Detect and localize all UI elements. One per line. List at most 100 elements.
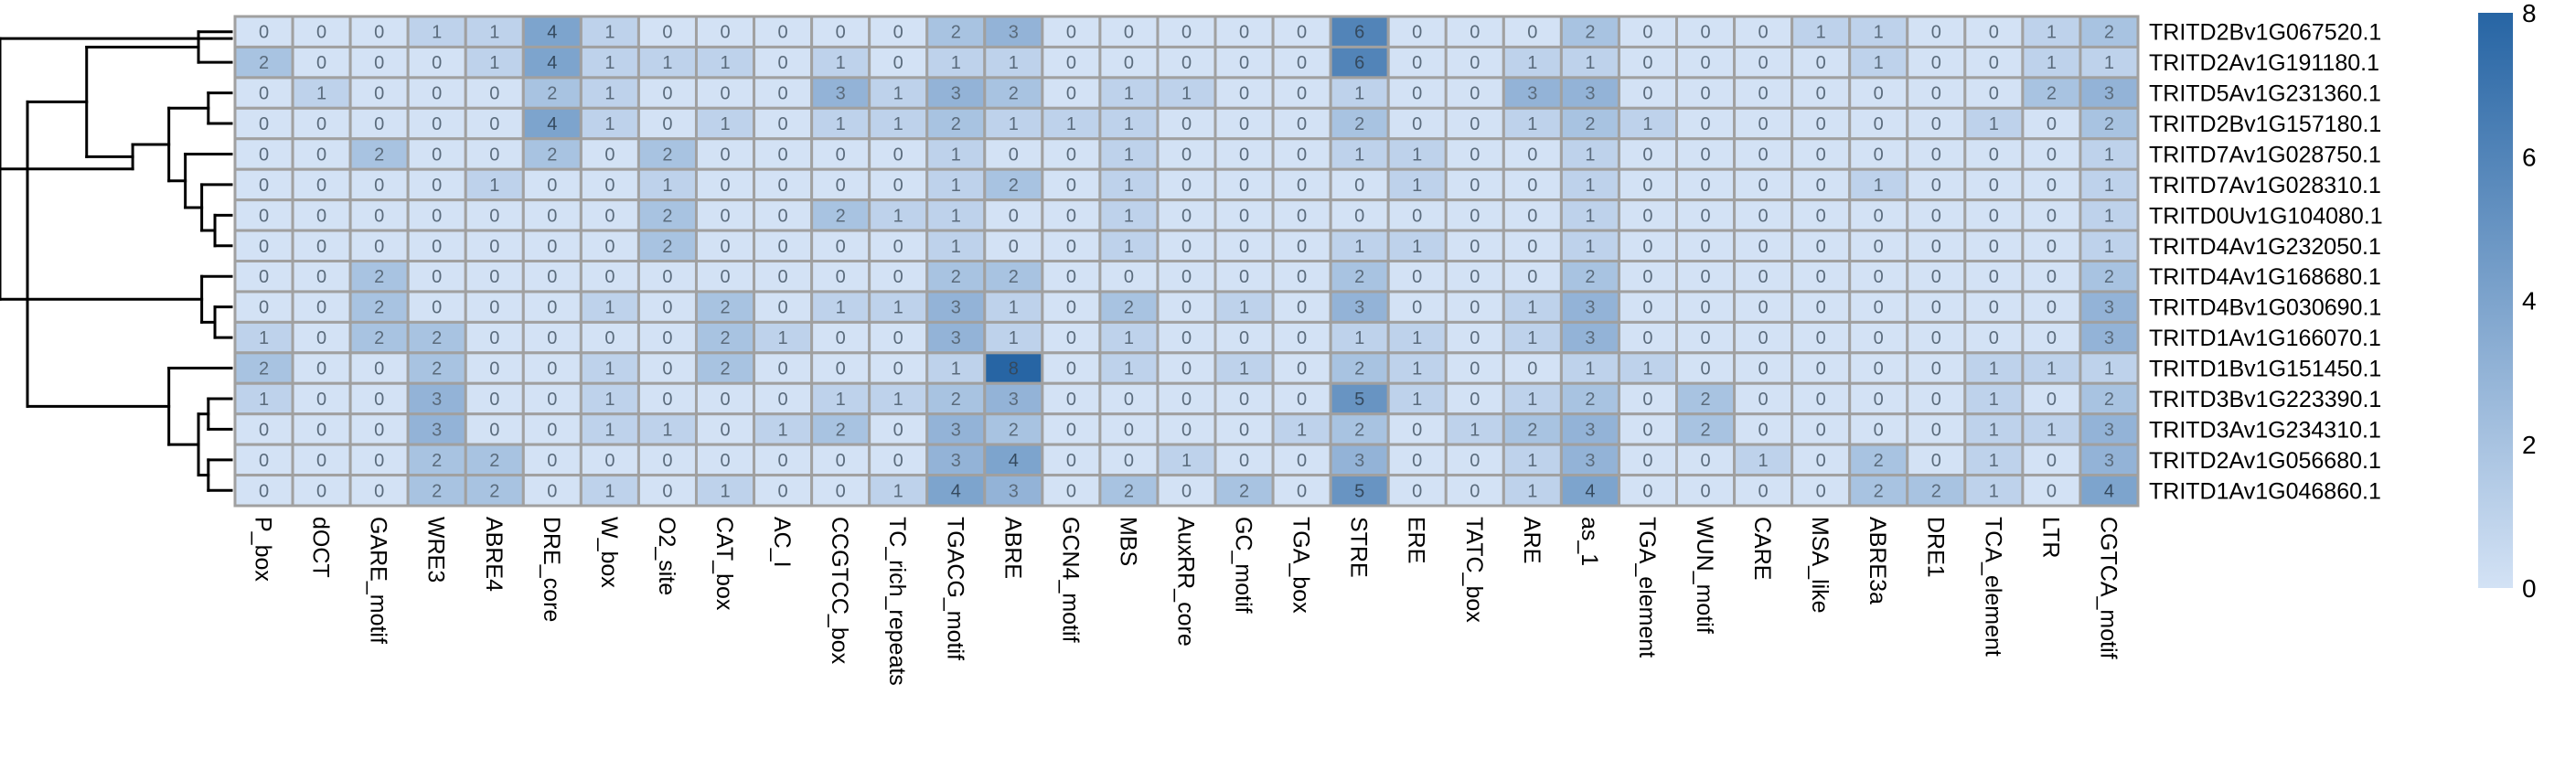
heatmap-cell [753, 106, 814, 141]
cell-value-label: 0 [1874, 206, 1884, 226]
heatmap-cell [1041, 381, 1102, 416]
cell-value-label: 3 [2104, 420, 2114, 440]
cell-value-label: 2 [1874, 451, 1884, 471]
heatmap-cell [753, 229, 814, 262]
cell-value-label: 1 [489, 23, 499, 43]
cell-value-label: 1 [2104, 176, 2114, 196]
cell-value-label: 1 [662, 420, 672, 440]
heatmap-cell [1790, 474, 1852, 508]
cell-value-label: 1 [893, 206, 903, 226]
cell-value-label: 0 [316, 23, 326, 43]
cell-value-label: 0 [432, 53, 442, 73]
cell-value-label: 2 [662, 144, 672, 165]
cell-value-label: 0 [1527, 176, 1537, 196]
cell-value-label: 0 [778, 359, 788, 380]
heatmap-cell [810, 412, 871, 446]
cell-value-label: 0 [778, 390, 788, 410]
column-label: GCN4_motif [1057, 517, 1083, 643]
cell-value-label: 1 [1124, 144, 1134, 165]
cell-value-label: 1 [951, 53, 961, 73]
cell-value-label: 1 [1585, 359, 1595, 380]
cell-value-label: 2 [547, 144, 557, 165]
heatmap-cell [925, 474, 987, 508]
cell-value-label: 0 [1297, 298, 1307, 318]
heatmap-cell [1271, 412, 1332, 446]
cell-value-label: 0 [1931, 420, 1941, 440]
heatmap-cell [521, 443, 583, 477]
cell-value-label: 0 [1816, 267, 1826, 287]
cell-value-label: 3 [1585, 84, 1595, 104]
cell-value-label: 0 [893, 267, 903, 287]
heatmap-cell [521, 229, 583, 262]
heatmap-cell [1617, 320, 1679, 355]
cell-value-label: 1 [1989, 390, 1999, 410]
row-label: TRITD2Bv1G157180.1 [2149, 112, 2381, 137]
heatmap-cell [1906, 443, 1967, 477]
cell-value-label: 0 [1239, 176, 1249, 196]
cell-value-label: 2 [1931, 481, 1941, 501]
cell-value-label: 0 [778, 84, 788, 104]
cell-value-label: 1 [604, 420, 615, 440]
column-label: CGTCA_motif [2095, 517, 2121, 659]
cell-value-label: 0 [1758, 267, 1769, 287]
cell-value-label: 0 [604, 237, 615, 257]
column-label: dOCT [308, 517, 334, 578]
cell-value-label: 1 [1989, 359, 1999, 380]
cell-value-label: 2 [1585, 23, 1595, 43]
cell-value-label: 0 [2047, 237, 2057, 257]
cell-value-label: 0 [836, 451, 846, 471]
column-label: MSA_like [1807, 517, 1833, 614]
cell-value-label: 0 [547, 451, 557, 471]
cell-value-label: 2 [2104, 390, 2114, 410]
heatmap-cell [1848, 474, 1909, 508]
heatmap-cell [1329, 320, 1390, 355]
cell-value-label: 0 [1758, 237, 1769, 257]
cell-value-label: 0 [1527, 23, 1537, 43]
cell-value-label: 1 [893, 390, 903, 410]
cell-value-label: 1 [1354, 84, 1364, 104]
cell-value-label: 1 [1470, 420, 1480, 440]
heatmap-cell [1041, 229, 1102, 262]
heatmap-cell [2079, 290, 2140, 324]
cell-value-label: 0 [1470, 298, 1480, 318]
column-label: CAT_box [711, 517, 737, 611]
heatmap-cell [579, 198, 640, 232]
cell-value-label: 0 [2047, 267, 2057, 287]
heatmap-cell [1213, 229, 1275, 262]
heatmap-cell [1098, 229, 1160, 262]
heatmap-cell [1906, 45, 1967, 80]
cell-value-label: 1 [1009, 328, 1019, 348]
cell-value-label: 3 [432, 420, 442, 440]
cell-value-label: 0 [836, 237, 846, 257]
cell-value-label: 0 [489, 420, 499, 440]
heatmap-cell [233, 167, 294, 202]
heatmap-cell [2079, 351, 2140, 385]
heatmap-cell [2079, 381, 2140, 416]
cell-value-label: 0 [374, 114, 384, 134]
row-label: TRITD2Av1G191180.1 [2149, 50, 2379, 76]
cell-value-label: 0 [259, 267, 269, 287]
cell-value-label: 3 [951, 420, 961, 440]
cell-value-label: 1 [1412, 328, 1422, 348]
cell-value-label: 0 [1239, 420, 1249, 440]
cell-value-label: 1 [1124, 176, 1134, 196]
cell-value-label: 0 [1758, 53, 1769, 73]
cell-value-label: 0 [374, 206, 384, 226]
cell-value-label: 1 [1181, 84, 1192, 104]
cell-value-label: 0 [1700, 451, 1710, 471]
cell-value-label: 0 [604, 176, 615, 196]
heatmap-cell [1041, 76, 1102, 110]
cell-value-label: 0 [1642, 237, 1652, 257]
cell-value-label: 0 [778, 237, 788, 257]
row-label: TRITD1Av1G046860.1 [2149, 478, 2381, 504]
cell-value-label: 0 [1009, 206, 1019, 226]
cell-value-label: 3 [951, 451, 961, 471]
heatmap-cell [1271, 76, 1332, 110]
column-label: ERE [1404, 517, 1429, 563]
cell-value-label: 0 [1816, 481, 1826, 501]
heatmap-cell [2079, 260, 2140, 294]
cell-value-label: 5 [1354, 390, 1364, 410]
cell-value-label: 3 [1585, 420, 1595, 440]
cell-value-label: 0 [1931, 53, 1941, 73]
